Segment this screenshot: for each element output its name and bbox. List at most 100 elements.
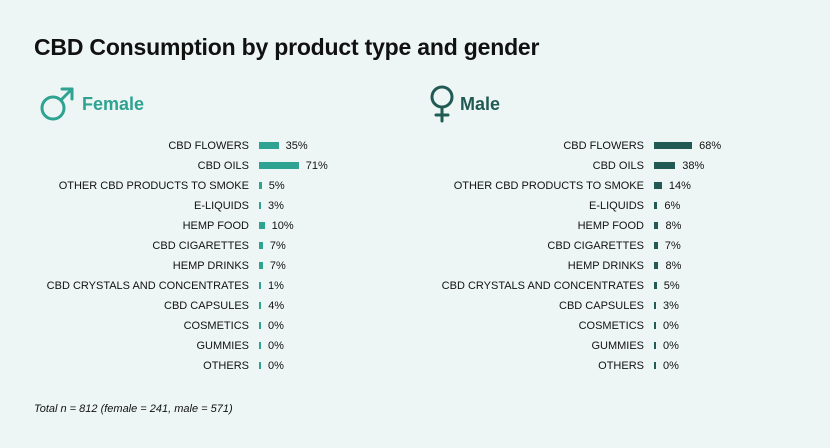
male-bar-row: HEMP DRINKS 8%	[400, 256, 800, 276]
female-bar-row: CBD OILS 71%	[0, 156, 400, 176]
male-bar	[654, 302, 656, 309]
male-category-label: HEMP FOOD	[577, 220, 644, 232]
male-bar-row: OTHERS 0%	[400, 356, 800, 376]
female-bar	[259, 262, 263, 269]
male-panel-label: Male	[460, 94, 501, 114]
male-bar	[654, 142, 693, 149]
male-value-label: 6%	[664, 200, 681, 212]
female-bar-row: CBD FLOWERS 35%	[0, 136, 400, 156]
venus-symbol-icon	[430, 85, 454, 123]
male-value-label: 8%	[665, 220, 682, 232]
male-value-label: 8%	[665, 260, 682, 272]
male-category-label: CBD CIGARETTES	[547, 240, 644, 252]
female-category-label: HEMP FOOD	[182, 220, 249, 232]
female-category-label: CBD CIGARETTES	[152, 240, 249, 252]
female-value-label: 7%	[269, 260, 286, 272]
male-category-label: CBD OILS	[592, 160, 644, 172]
male-bar-row: COSMETICS 0%	[400, 316, 800, 336]
female-bar	[259, 162, 299, 169]
male-bar	[654, 162, 676, 169]
female-value-label: 35%	[285, 140, 308, 152]
female-bar	[259, 222, 265, 229]
female-category-label: OTHERS	[203, 360, 249, 372]
female-bar-row: CBD CIGARETTES 7%	[0, 236, 400, 256]
male-category-label: E-LIQUIDS	[588, 200, 644, 212]
female-bar	[259, 242, 263, 249]
female-bar	[259, 282, 261, 289]
female-category-label: CBD CRYSTALS AND CONCENTRATES	[46, 280, 249, 292]
female-category-label: CBD CAPSULES	[164, 300, 249, 312]
male-value-label: 7%	[664, 240, 681, 252]
male-category-label: COSMETICS	[578, 320, 644, 332]
female-category-label: CBD FLOWERS	[168, 140, 249, 152]
female-bar-row: HEMP FOOD 10%	[0, 216, 400, 236]
male-bar-row: HEMP FOOD 8%	[400, 216, 800, 236]
female-value-label: 4%	[268, 300, 285, 312]
female-bar-row: CBD CAPSULES 4%	[0, 296, 400, 316]
male-value-label: 68%	[699, 140, 722, 152]
female-category-label: COSMETICS	[183, 320, 249, 332]
female-panel: Female CBD FLOWERS 35% CBD OILS 71% OTHER CB…	[0, 84, 400, 384]
male-value-label: 38%	[682, 160, 705, 172]
female-bar	[259, 302, 262, 309]
male-category-label: HEMP DRINKS	[567, 260, 644, 272]
footnote: Total n = 812 (female = 241, male = 571)	[34, 403, 233, 415]
female-panel-label: Female	[82, 94, 145, 114]
female-value-label: 0%	[268, 340, 284, 352]
male-category-label: CBD FLOWERS	[563, 140, 644, 152]
female-bar-row: E-LIQUIDS 3%	[0, 196, 400, 216]
male-panel: Male CBD FLOWERS 68% CBD OILS 38% OTHER CBD …	[400, 84, 800, 384]
female-bar	[259, 202, 261, 209]
male-bar-row: CBD CAPSULES 3%	[400, 296, 800, 316]
male-category-label: OTHERS	[598, 360, 644, 372]
female-bar-row: GUMMIES 0%	[0, 336, 400, 356]
female-bar	[259, 342, 261, 349]
male-bar	[654, 202, 658, 209]
female-bar-row: OTHER CBD PRODUCTS TO SMOKE 5%	[0, 176, 400, 196]
female-value-label: 3%	[268, 200, 284, 212]
female-value-label: 7%	[269, 240, 286, 252]
female-value-label: 1%	[268, 280, 284, 292]
male-bar	[654, 222, 659, 229]
female-bar	[259, 142, 279, 149]
female-category-label: GUMMIES	[196, 340, 249, 352]
female-bar-row: HEMP DRINKS 7%	[0, 256, 400, 276]
female-value-label: 71%	[305, 160, 328, 172]
male-bar-row: CBD CIGARETTES 7%	[400, 236, 800, 256]
female-bar-row: CBD CRYSTALS AND CONCENTRATES 1%	[0, 276, 400, 296]
male-bar-row: OTHER CBD PRODUCTS TO SMOKE 14%	[400, 176, 800, 196]
male-value-label: 14%	[668, 180, 691, 192]
female-value-label: 0%	[268, 320, 284, 332]
male-bar	[654, 282, 657, 289]
female-bar	[259, 362, 261, 369]
female-bar	[259, 182, 262, 189]
male-value-label: 0%	[663, 320, 679, 332]
male-bar	[654, 362, 656, 369]
male-bar	[654, 242, 658, 249]
chart-title: CBD Consumption by product type and gend…	[34, 34, 540, 60]
male-value-label: 5%	[663, 280, 680, 292]
male-category-label: CBD CRYSTALS AND CONCENTRATES	[441, 280, 644, 292]
female-value-label: 5%	[268, 180, 285, 192]
male-bar	[654, 322, 656, 329]
male-bar	[654, 342, 656, 349]
male-value-label: 0%	[663, 340, 679, 352]
female-bar	[259, 322, 261, 329]
female-value-label: 10%	[271, 220, 294, 232]
male-bar-row: CBD FLOWERS 68%	[400, 136, 800, 156]
male-bar	[654, 182, 662, 189]
female-bar-row: OTHERS 0%	[0, 356, 400, 376]
male-bar-row: CBD CRYSTALS AND CONCENTRATES 5%	[400, 276, 800, 296]
female-category-label: E-LIQUIDS	[193, 200, 249, 212]
female-value-label: 0%	[268, 360, 284, 372]
female-bar-row: COSMETICS 0%	[0, 316, 400, 336]
male-value-label: 3%	[663, 300, 679, 312]
male-bar-row: E-LIQUIDS 6%	[400, 196, 800, 216]
male-category-label: GUMMIES	[591, 340, 644, 352]
male-value-label: 0%	[663, 360, 679, 372]
female-category-label: CBD OILS	[197, 160, 249, 172]
male-category-label: OTHER CBD PRODUCTS TO SMOKE	[453, 180, 644, 192]
male-bar	[654, 262, 659, 269]
female-category-label: OTHER CBD PRODUCTS TO SMOKE	[58, 180, 249, 192]
female-category-label: HEMP DRINKS	[172, 260, 249, 272]
